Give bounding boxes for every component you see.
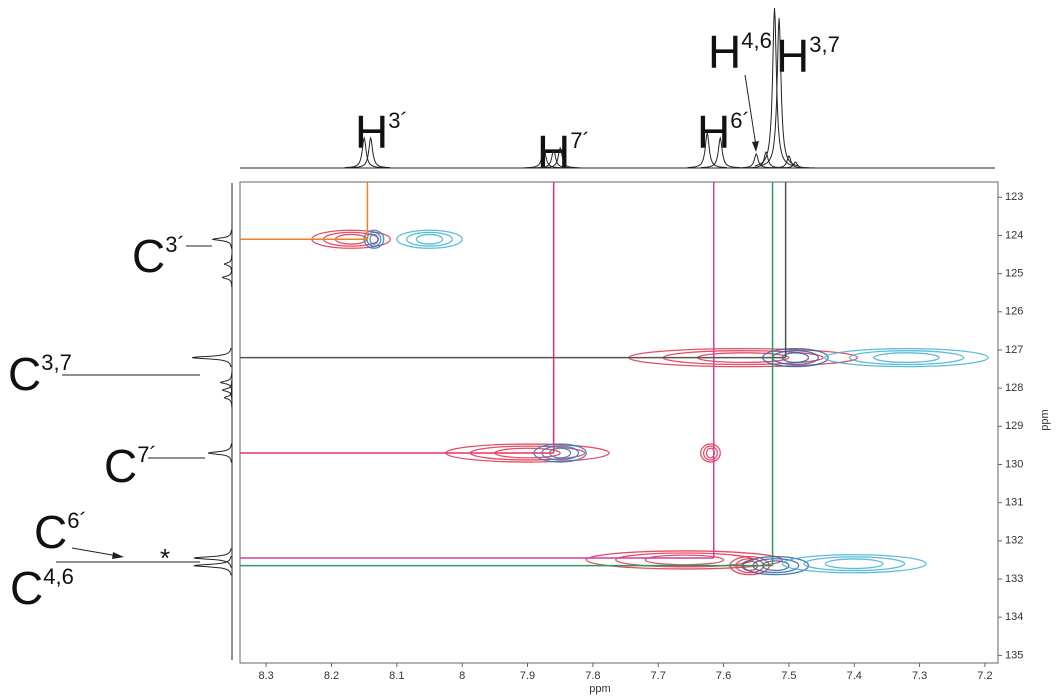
h-label: H3,7 <box>776 30 840 82</box>
c-label: C7´ <box>104 440 157 492</box>
h-label: H6´ <box>697 106 750 158</box>
y-tick-label: 126 <box>1005 306 1023 318</box>
x-tick-label: 8.3 <box>258 670 273 682</box>
y-tick-label: 124 <box>1005 229 1023 241</box>
y-tick-label: 134 <box>1005 611 1023 623</box>
h-peak <box>540 146 580 169</box>
y-tick-label: 129 <box>1005 420 1023 432</box>
y-tick-label: 132 <box>1005 535 1023 547</box>
x-axis-label: ppm <box>589 683 610 695</box>
contour <box>702 445 718 461</box>
arrow-head <box>112 552 124 559</box>
y-tick-label: 130 <box>1005 458 1023 470</box>
c-label: C3,7 <box>8 348 72 400</box>
contour <box>781 554 927 574</box>
c-peak <box>208 443 232 463</box>
c-label: C6´ <box>34 506 87 558</box>
x-tick-label: 7.3 <box>912 670 927 682</box>
c-peak <box>191 347 232 368</box>
c-peak <box>211 229 232 249</box>
arrow <box>744 74 757 147</box>
contour <box>824 347 989 368</box>
contour <box>405 231 454 247</box>
y-axis-label: ppm <box>1039 409 1051 430</box>
x-tick-label: 7.6 <box>716 670 731 682</box>
h-peak <box>754 7 795 167</box>
arrow <box>71 547 119 557</box>
y-tick-label: 123 <box>1005 191 1023 203</box>
x-tick-label: 7.8 <box>585 670 600 682</box>
y-tick-label: 131 <box>1005 497 1023 509</box>
x-tick-label: 7.5 <box>781 670 796 682</box>
contour <box>396 229 463 249</box>
y-tick-label: 135 <box>1005 649 1023 661</box>
impurity-mark: * <box>160 543 170 573</box>
x-tick-label: 8 <box>459 670 465 682</box>
contour <box>873 352 940 364</box>
h-peak <box>524 146 564 169</box>
x-tick-label: 8.2 <box>324 670 339 682</box>
x-tick-label: 7.4 <box>847 670 862 682</box>
plot-frame <box>239 181 999 664</box>
x-tick-label: 8.1 <box>389 670 404 682</box>
c-peak <box>193 548 232 568</box>
contour <box>848 350 965 366</box>
h-label: H4,6 <box>708 26 772 78</box>
y-tick-label: 127 <box>1005 344 1023 356</box>
y-tick-label: 128 <box>1005 382 1023 394</box>
contour <box>585 550 784 570</box>
h-peak <box>700 136 740 169</box>
h-label: H3´ <box>355 106 408 158</box>
contour <box>415 233 444 245</box>
contour <box>700 443 721 463</box>
contour <box>824 558 884 570</box>
contour <box>644 554 725 566</box>
c-peak <box>193 556 232 576</box>
arrow-head <box>752 141 759 152</box>
c-peak <box>221 267 233 288</box>
c-peak <box>221 380 233 400</box>
c-label: C4,6 <box>10 562 74 614</box>
y-tick-label: 133 <box>1005 573 1023 585</box>
y-tick-label: 125 <box>1005 268 1023 280</box>
c-label: C3´ <box>132 230 185 282</box>
c-peak <box>223 254 233 274</box>
h-peak <box>775 161 815 169</box>
h-peak <box>746 150 786 169</box>
contour <box>615 552 754 568</box>
h-peak <box>351 136 391 169</box>
c-peak <box>223 388 233 408</box>
h-peak <box>687 132 727 168</box>
contour <box>369 233 379 245</box>
x-tick-label: 7.2 <box>977 670 992 682</box>
contour <box>803 556 906 572</box>
x-tick-label: 7.9 <box>520 670 535 682</box>
x-tick-label: 7.7 <box>651 670 666 682</box>
h-peak <box>769 155 809 169</box>
